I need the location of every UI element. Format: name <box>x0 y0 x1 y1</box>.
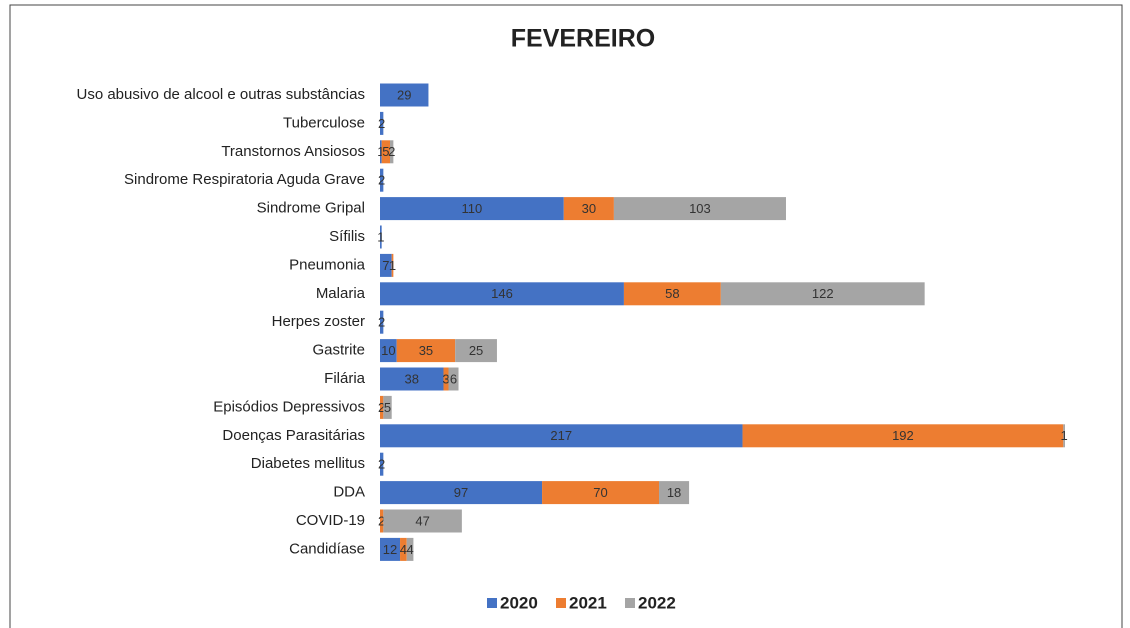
data-label: 5 <box>382 144 389 159</box>
bar <box>383 395 392 419</box>
bar <box>742 424 1064 448</box>
y-tick-label: Filária <box>324 370 365 387</box>
bar <box>1063 424 1065 448</box>
data-label: 25 <box>469 343 483 358</box>
bar <box>380 481 543 505</box>
bar <box>380 197 564 221</box>
legend-label: 2020 <box>500 593 538 612</box>
data-label: 6 <box>450 371 457 386</box>
bar <box>542 481 660 505</box>
bar <box>380 367 444 391</box>
bar <box>380 111 384 135</box>
bar <box>396 339 456 363</box>
data-label: 38 <box>405 371 419 386</box>
bar <box>380 452 384 476</box>
bar <box>623 282 721 306</box>
data-label: 4 <box>400 542 407 557</box>
data-label: 110 <box>462 201 483 216</box>
bar <box>380 282 624 306</box>
data-label: 1 <box>377 144 384 159</box>
bar <box>380 395 384 419</box>
y-tick-label: DDA <box>333 484 365 501</box>
bar <box>380 168 384 192</box>
y-tick-label: Transtornos Ansiosos <box>221 143 365 160</box>
y-tick-label: Gastrite <box>312 342 365 359</box>
bar <box>380 83 429 107</box>
bar <box>380 509 384 533</box>
y-tick-label: Sífilis <box>329 228 365 245</box>
y-tick-label: Candidíase <box>289 540 365 557</box>
legend-label: 2022 <box>638 593 676 612</box>
bar <box>443 367 449 391</box>
bar <box>720 282 925 306</box>
data-label: 2 <box>378 173 385 188</box>
data-label: 1 <box>1061 428 1068 443</box>
data-label: 47 <box>415 513 429 528</box>
y-tick-label: COVID-19 <box>296 512 365 529</box>
data-label: 3 <box>442 371 449 386</box>
data-label: 2 <box>378 116 385 131</box>
y-tick-label: Uso abusivo de alcool e outras substânci… <box>76 86 365 103</box>
legend-swatch <box>556 598 566 608</box>
bar <box>380 339 397 363</box>
y-tick-label: Sindrome Respiratoria Aguda Grave <box>124 171 365 188</box>
data-label: 35 <box>419 343 433 358</box>
data-label: 97 <box>454 485 468 500</box>
y-tick-label: Diabetes mellitus <box>251 455 365 472</box>
data-label: 2 <box>388 144 395 159</box>
data-label: 2 <box>378 400 385 415</box>
bar <box>400 537 407 561</box>
bar <box>406 537 414 561</box>
data-label: 1 <box>377 229 384 244</box>
data-label: 192 <box>892 428 914 443</box>
data-label: 217 <box>550 428 572 443</box>
bar <box>563 197 614 221</box>
chart-title: FEVEREIRO <box>511 25 655 53</box>
data-label: 70 <box>593 485 607 500</box>
bar <box>380 424 743 448</box>
bar <box>380 140 382 164</box>
legend-swatch <box>487 598 497 608</box>
data-label: 12 <box>383 542 397 557</box>
bar <box>381 140 391 164</box>
bar <box>448 367 459 391</box>
bar <box>380 537 401 561</box>
data-label: 2 <box>378 315 385 330</box>
data-label: 30 <box>582 201 596 216</box>
chart-border <box>9 4 1123 628</box>
data-label: 4 <box>406 542 413 557</box>
bar <box>383 509 462 533</box>
data-label: 5 <box>384 400 391 415</box>
data-label: 122 <box>812 286 834 301</box>
y-tick-label: Malaria <box>316 285 366 302</box>
y-tick-label: Herpes zoster <box>272 313 365 330</box>
y-tick-label: Tuberculose <box>283 114 365 131</box>
bar <box>390 140 394 164</box>
data-label: 2 <box>378 513 385 528</box>
data-label: 103 <box>689 201 711 216</box>
data-label: 146 <box>491 286 513 301</box>
bar <box>659 481 690 505</box>
y-tick-label: Sindrome Gripal <box>257 200 365 217</box>
bar <box>391 253 394 277</box>
y-tick-label: Pneumonia <box>289 256 366 273</box>
bar <box>613 197 786 221</box>
bar <box>455 339 497 363</box>
data-label: 10 <box>381 343 395 358</box>
bar <box>380 253 392 277</box>
legend-label: 2021 <box>569 593 607 612</box>
bar <box>380 310 384 334</box>
data-label: 18 <box>667 485 681 500</box>
data-label: 7 <box>382 258 389 273</box>
y-tick-label: Episódios Depressivos <box>213 398 365 415</box>
data-label: 1 <box>389 258 396 273</box>
data-label: 29 <box>397 87 411 102</box>
data-label: 58 <box>665 286 679 301</box>
legend-swatch <box>625 598 635 608</box>
y-tick-label: Doenças Parasitárias <box>222 427 365 444</box>
bar <box>380 225 382 249</box>
data-label: 2 <box>378 457 385 472</box>
